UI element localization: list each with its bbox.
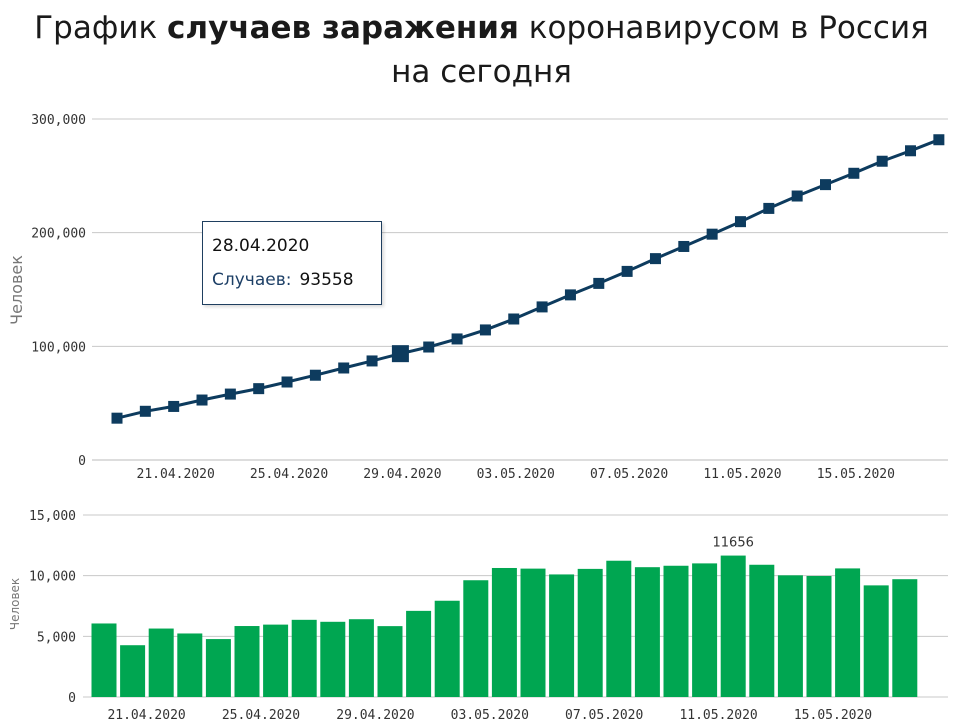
data-point [423, 341, 435, 353]
bar [663, 565, 689, 697]
bar [406, 610, 432, 697]
x-tick-label: 03.05.2020 [477, 467, 555, 482]
y-tick-label: 10,000 [29, 570, 76, 585]
data-point [820, 179, 831, 191]
bar [291, 619, 317, 697]
title-line-1: График случаев заражения коронавирусом в… [0, 6, 963, 50]
bar [234, 626, 260, 697]
data-point [593, 277, 605, 289]
y-tick-label: 0 [78, 454, 86, 469]
bar [148, 628, 174, 697]
data-point [196, 394, 208, 406]
data-label: 11656 [713, 536, 754, 551]
bar [749, 564, 775, 697]
bar [777, 575, 803, 697]
tooltip-label: Случаев: [212, 270, 292, 290]
data-point [139, 405, 151, 417]
x-tick-label: 11.05.2020 [703, 467, 781, 482]
x-tick-label: 15.05.2020 [794, 708, 872, 723]
bar [892, 579, 918, 697]
chart-title: График случаев заражения коронавирусом в… [0, 6, 963, 94]
y-tick-label: 0 [68, 691, 76, 706]
data-point [479, 324, 491, 336]
y-axis-label: Человек [7, 255, 26, 325]
data-point [876, 155, 888, 167]
bar [491, 567, 517, 697]
bar [120, 645, 146, 697]
daily-cases-bar-chart: 0 5,000 10,000 15,000 Человек 11656 21.04.2020… [8, 509, 948, 723]
x-tick-label: 21.04.2020 [137, 467, 215, 482]
y-tick-label: 5,000 [37, 630, 76, 645]
title-bold: случаев заражения [167, 10, 519, 46]
cumulative-cases-line-chart: 0 100,000 200,000 300,000 Человек 21.04.2020 2… [7, 113, 948, 482]
y-tick-label: 15,000 [29, 509, 76, 524]
x-tick-label: 21.04.2020 [107, 708, 185, 723]
data-point [905, 145, 917, 157]
title-part-1: График [34, 10, 168, 46]
data-point [253, 383, 265, 395]
data-point [224, 388, 236, 400]
highlighted-point [391, 345, 409, 363]
bar [863, 585, 889, 697]
x-tick-label: 03.05.2020 [451, 708, 529, 723]
bar [177, 633, 203, 697]
bar [348, 619, 374, 697]
bar [549, 574, 575, 697]
bar [606, 560, 632, 697]
data-point [678, 240, 690, 252]
data-point [649, 253, 661, 265]
data-point [848, 167, 860, 179]
bar [634, 567, 660, 697]
x-tick-label: 29.04.2020 [363, 467, 441, 482]
data-point [309, 369, 321, 381]
x-tick-label: 25.04.2020 [222, 708, 300, 723]
x-tick-label: 07.05.2020 [590, 467, 668, 482]
bar [520, 568, 546, 697]
data-point [706, 228, 718, 240]
data-point [621, 265, 633, 277]
bar [377, 626, 403, 697]
data-point [564, 289, 576, 301]
bar [205, 639, 231, 697]
data-point [763, 202, 775, 214]
bar [263, 624, 289, 697]
y-tick-label: 300,000 [31, 113, 86, 128]
y-axis-label: Человек [8, 578, 22, 630]
bar [320, 621, 346, 697]
bar [91, 623, 117, 697]
tooltip-date: 28.04.2020 [212, 236, 310, 256]
y-tick-label: 200,000 [31, 227, 86, 242]
x-tick-label: 25.04.2020 [250, 467, 328, 482]
bar [463, 580, 489, 697]
data-point [734, 216, 746, 228]
title-part-2: коронавирусом в Россия [518, 10, 929, 46]
data-point [366, 355, 378, 367]
data-point [508, 313, 520, 325]
data-point [338, 362, 350, 374]
data-point [536, 301, 548, 313]
tooltip-value: 93558 [299, 270, 354, 290]
data-point [791, 190, 803, 202]
data-tooltip: 28.04.2020 Случаев: 93558 [202, 221, 382, 305]
x-tick-label: 07.05.2020 [565, 708, 643, 723]
bar [577, 568, 603, 697]
data-point [168, 400, 180, 412]
bar [835, 568, 861, 697]
data-point [111, 412, 123, 424]
data-point [281, 376, 293, 388]
title-line-2: на сегодня [391, 54, 572, 90]
x-tick-label: 15.05.2020 [817, 467, 895, 482]
data-point [933, 134, 945, 146]
bar [692, 563, 718, 697]
bar [434, 600, 460, 697]
y-tick-label: 100,000 [31, 340, 86, 355]
bar [806, 575, 832, 697]
x-tick-label: 11.05.2020 [679, 708, 757, 723]
x-tick-label: 29.04.2020 [336, 708, 414, 723]
data-point [451, 333, 463, 345]
tooltip-row: Случаев: 93558 [212, 270, 354, 290]
bar [720, 555, 746, 697]
